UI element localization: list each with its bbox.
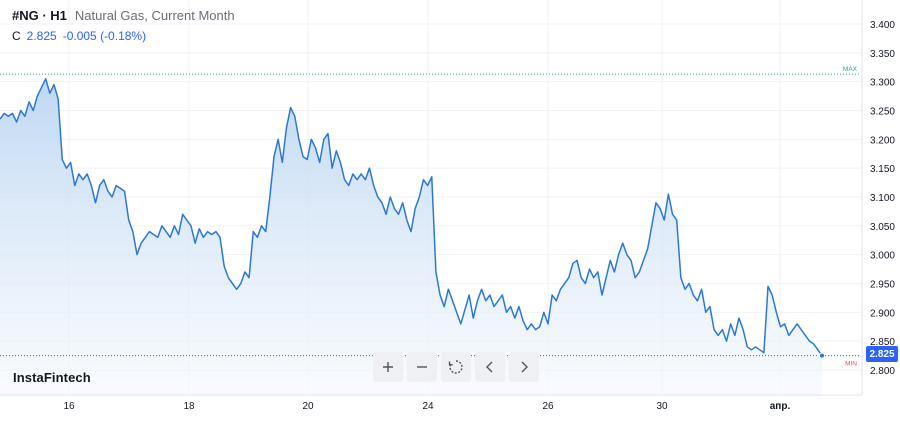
y-tick-label: 2.850 xyxy=(870,337,895,348)
symbol-label[interactable]: #NG · H1 xyxy=(12,8,67,23)
y-tick-label: 2.800 xyxy=(870,366,895,377)
max-label: MAX xyxy=(843,66,858,73)
x-tick-label: апр. xyxy=(770,401,791,412)
y-tick-label: 3.150 xyxy=(870,164,895,175)
scroll-right-button[interactable] xyxy=(509,352,539,382)
chart-toolbar xyxy=(373,352,539,382)
y-tick-label: 2.950 xyxy=(870,280,895,291)
minus-icon xyxy=(417,366,427,368)
series-line xyxy=(0,78,823,357)
zoom-in-button[interactable] xyxy=(373,352,403,382)
last-price-tag: 2.825 xyxy=(866,346,898,362)
y-tick-label: 3.100 xyxy=(870,193,895,204)
x-tick-label: 24 xyxy=(422,401,434,412)
y-tick-label: 3.250 xyxy=(870,107,895,118)
chevron-left-icon xyxy=(486,361,493,373)
reset-button[interactable] xyxy=(441,352,471,382)
change-value: -0.005 (-0.18%) xyxy=(62,29,147,43)
x-tick-label: 16 xyxy=(63,401,75,412)
last-point-marker xyxy=(819,352,825,359)
series-area xyxy=(0,78,822,395)
y-tick-label: 3.000 xyxy=(870,251,895,262)
ohlc-readout: C 2.825 -0.005 (-0.18%) xyxy=(12,29,146,43)
instrument-description: Natural Gas, Current Month xyxy=(74,8,235,23)
close-label: C xyxy=(12,29,21,43)
chart-header: #NG · H1 Natural Gas, Current Month xyxy=(12,8,235,23)
y-tick-label: 3.400 xyxy=(870,20,895,31)
x-tick-label: 20 xyxy=(302,401,314,412)
close-value: 2.825 xyxy=(26,29,57,43)
plus-icon xyxy=(383,362,393,372)
x-tick-label: 30 xyxy=(656,401,668,412)
reset-icon xyxy=(448,360,463,374)
y-tick-label: 3.050 xyxy=(870,222,895,233)
y-tick-label: 3.350 xyxy=(870,49,895,60)
scroll-left-button[interactable] xyxy=(475,352,505,382)
y-tick-label: 3.200 xyxy=(870,135,895,146)
chevron-right-icon xyxy=(521,361,528,373)
x-tick-label: 26 xyxy=(542,401,554,412)
min-label: MIN xyxy=(845,361,857,368)
x-tick-label: 18 xyxy=(183,401,195,412)
zoom-out-button[interactable] xyxy=(407,352,437,382)
y-tick-label: 2.900 xyxy=(870,308,895,319)
brand-logo: InstaFintech xyxy=(13,370,91,385)
y-tick-label: 3.300 xyxy=(870,78,895,89)
